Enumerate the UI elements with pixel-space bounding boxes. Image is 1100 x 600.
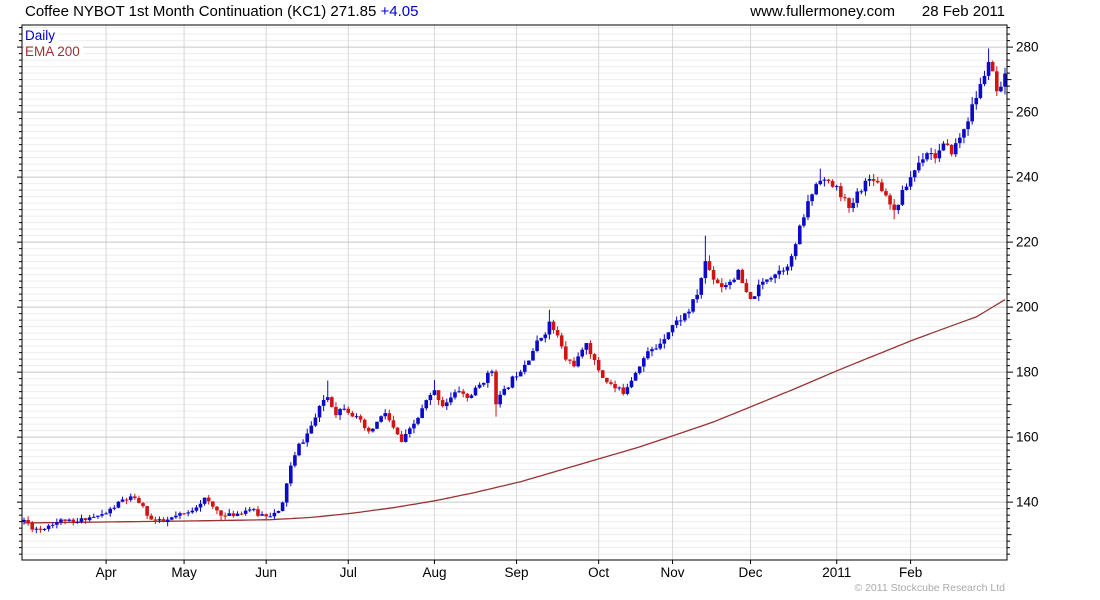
price-change: +4.05 (380, 3, 419, 20)
website-text: www.fullermoney.com (750, 3, 895, 20)
svg-text:Apr: Apr (96, 565, 118, 580)
svg-text:220: 220 (1016, 235, 1039, 250)
chart-date: 28 Feb 2011 (921, 3, 1005, 20)
svg-text:280: 280 (1016, 40, 1039, 55)
svg-text:Oct: Oct (588, 565, 609, 580)
copyright-notice: © 2011 Stockcube Research Ltd (854, 582, 1005, 594)
svg-text:180: 180 (1016, 365, 1039, 380)
svg-text:Feb: Feb (899, 565, 922, 580)
svg-text:May: May (171, 565, 197, 580)
svg-text:Nov: Nov (661, 565, 685, 580)
svg-text:260: 260 (1016, 105, 1039, 120)
legend-ema-200: EMA 200 (24, 44, 83, 59)
svg-text:Jul: Jul (340, 565, 357, 580)
svg-text:Aug: Aug (422, 565, 446, 580)
svg-text:240: 240 (1016, 170, 1039, 185)
svg-text:Dec: Dec (739, 565, 763, 580)
svg-text:Jun: Jun (255, 565, 277, 580)
legend-daily: Daily (24, 28, 59, 43)
svg-text:Sep: Sep (505, 565, 529, 580)
svg-text:2011: 2011 (822, 565, 851, 580)
chart-title: Coffee NYBOT 1st Month Continuation (KC1… (25, 3, 418, 20)
svg-text:200: 200 (1016, 300, 1039, 315)
svg-text:160: 160 (1016, 430, 1039, 445)
svg-text:140: 140 (1016, 495, 1039, 510)
chart-title-text: Coffee NYBOT 1st Month Continuation (KC1… (25, 3, 377, 20)
